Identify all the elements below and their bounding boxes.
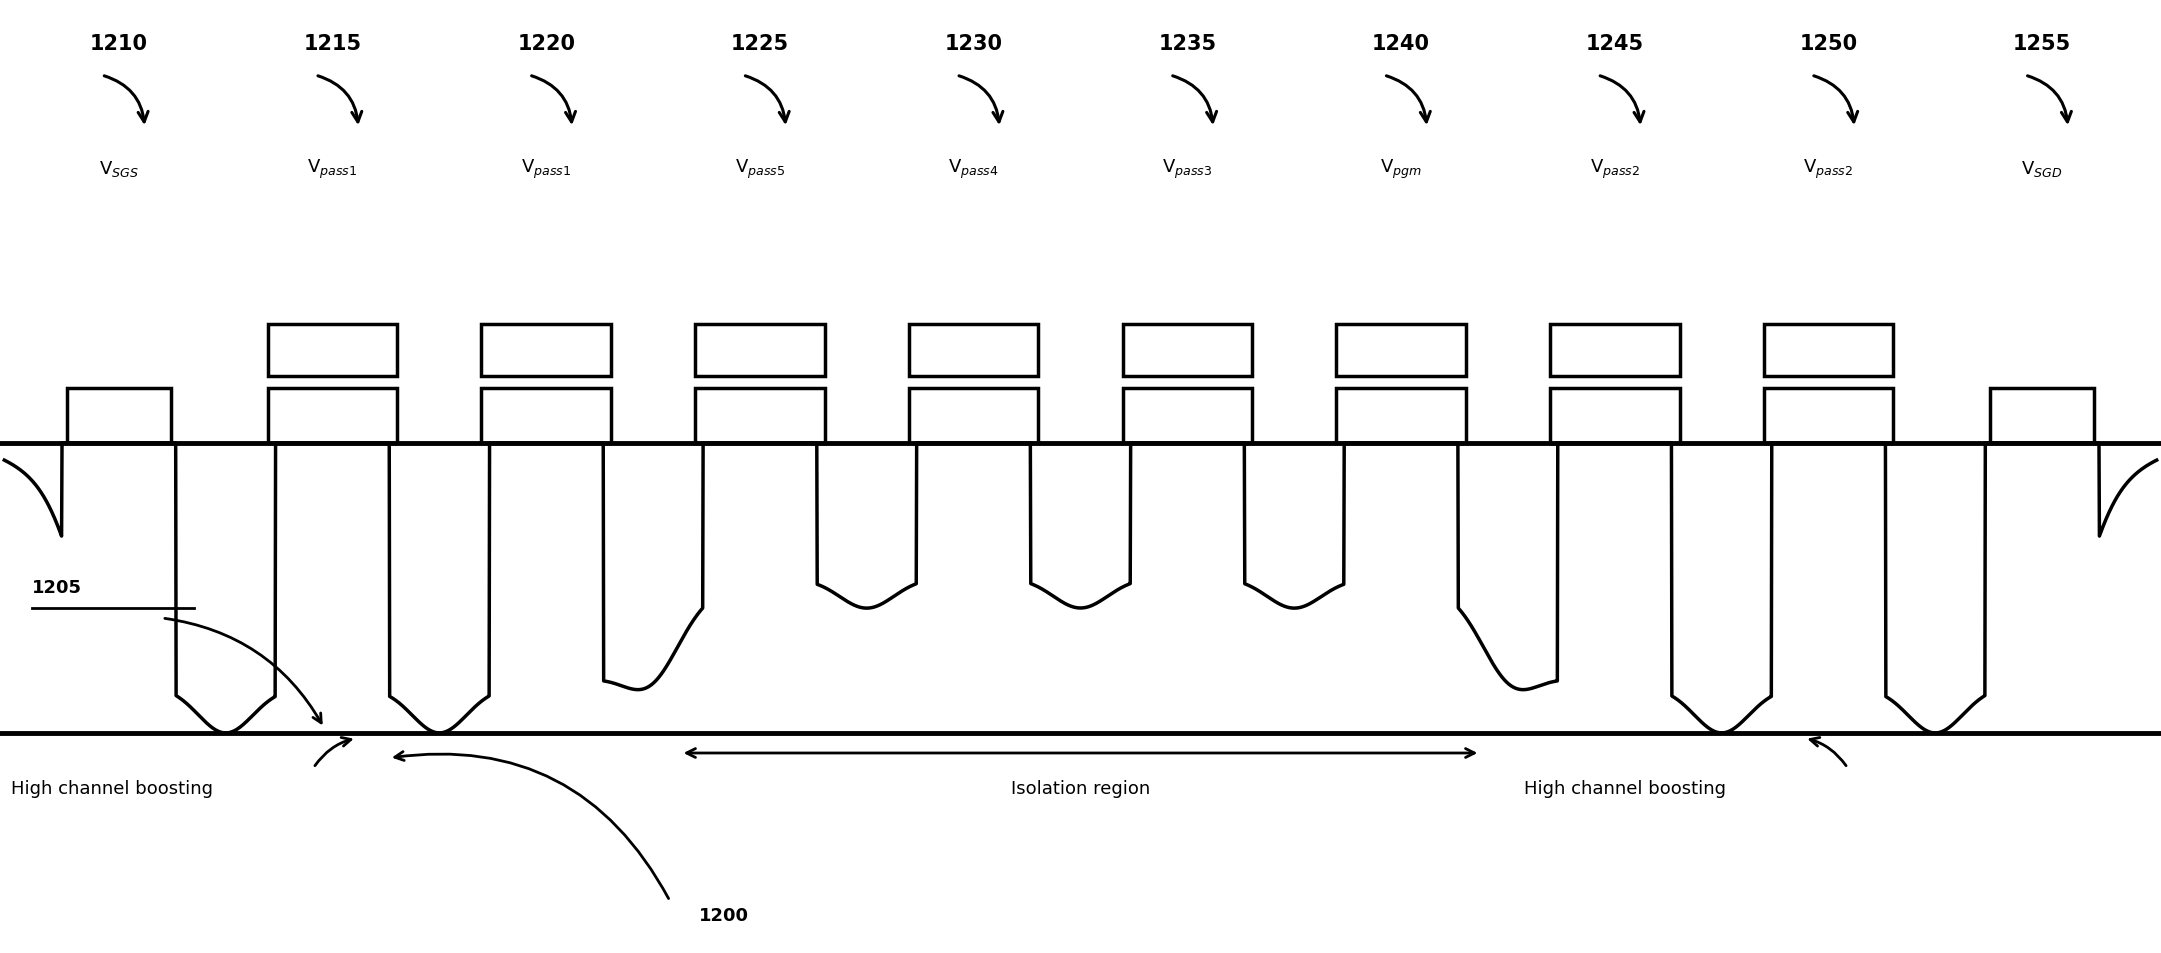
Text: V$_{SGS}$: V$_{SGS}$ <box>99 159 138 179</box>
Bar <box>1990 389 2094 443</box>
Bar <box>482 325 612 376</box>
Bar <box>67 389 171 443</box>
Text: V$_{pass2}$: V$_{pass2}$ <box>1804 157 1854 180</box>
Bar <box>1763 389 1893 443</box>
Text: 1235: 1235 <box>1158 34 1217 54</box>
Text: Isolation region: Isolation region <box>1011 780 1150 797</box>
Bar <box>910 325 1039 376</box>
Text: V$_{pass4}$: V$_{pass4}$ <box>949 157 998 180</box>
Text: 1205: 1205 <box>32 578 82 597</box>
Text: 1210: 1210 <box>91 34 147 54</box>
Text: 1225: 1225 <box>730 34 789 54</box>
Bar <box>696 325 826 376</box>
Bar <box>1122 389 1251 443</box>
Text: V$_{pass2}$: V$_{pass2}$ <box>1590 157 1640 180</box>
Bar <box>1549 325 1679 376</box>
Bar <box>482 389 612 443</box>
Bar <box>1335 325 1465 376</box>
Text: 1255: 1255 <box>2014 34 2070 54</box>
Bar <box>910 389 1039 443</box>
Text: 1245: 1245 <box>1586 34 1645 54</box>
Text: V$_{pass1}$: V$_{pass1}$ <box>307 157 359 180</box>
Text: V$_{pass1}$: V$_{pass1}$ <box>521 157 571 180</box>
Text: 1230: 1230 <box>944 34 1003 54</box>
Text: High channel boosting: High channel boosting <box>11 780 212 797</box>
Text: 1200: 1200 <box>698 906 750 924</box>
Text: 1250: 1250 <box>1800 34 1858 54</box>
Bar <box>268 389 398 443</box>
Bar <box>268 325 398 376</box>
Text: V$_{SGD}$: V$_{SGD}$ <box>2021 159 2064 179</box>
Text: 1220: 1220 <box>516 34 575 54</box>
Text: High channel boosting: High channel boosting <box>1524 780 1724 797</box>
Text: V$_{pass5}$: V$_{pass5}$ <box>735 157 784 180</box>
Text: 1215: 1215 <box>303 34 361 54</box>
Text: V$_{pass3}$: V$_{pass3}$ <box>1163 157 1212 180</box>
Bar <box>1763 325 1893 376</box>
Bar <box>1549 389 1679 443</box>
Bar <box>1122 325 1251 376</box>
Text: 1240: 1240 <box>1372 34 1431 54</box>
Bar <box>1335 389 1465 443</box>
Text: V$_{pgm}$: V$_{pgm}$ <box>1381 157 1422 180</box>
Bar <box>696 389 826 443</box>
